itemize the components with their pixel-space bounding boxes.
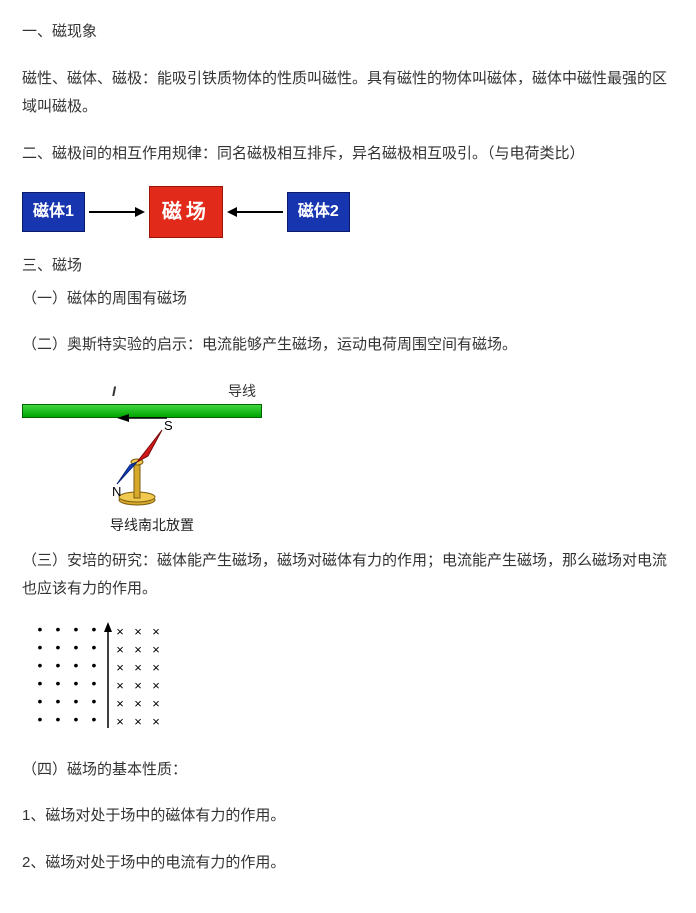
svg-text:×: × (134, 696, 142, 711)
svg-text:×: × (134, 678, 142, 693)
magnet1-box: 磁体1 (22, 192, 85, 232)
current-arrow-icon (117, 406, 167, 435)
svg-text:•: • (56, 711, 61, 727)
svg-text:•: • (74, 622, 79, 637)
svg-text:•: • (38, 657, 43, 673)
field-box: 磁场 (149, 186, 223, 238)
svg-text:•: • (74, 639, 79, 655)
svg-text:•: • (38, 693, 43, 709)
svg-text:×: × (116, 696, 124, 711)
svg-text:•: • (74, 711, 79, 727)
s4-p1: 1、磁场对处于场中的磁体有力的作用。 (22, 802, 674, 831)
svg-text:•: • (56, 693, 61, 709)
s3-sub3: （三）安培的研究：磁体能产生磁场，磁场对磁体有力的作用；电流能产生磁场，那么磁场… (22, 547, 674, 604)
s3-sub2: （二）奥斯特实验的启示：电流能够产生磁场，运动电荷周围空间有磁场。 (22, 331, 674, 360)
diagram-magnets: 磁体1 磁场 磁体2 (22, 186, 674, 238)
svg-text:×: × (116, 624, 124, 639)
n-pole-label: N (112, 484, 121, 499)
s3-heading: 三、磁场 (22, 252, 674, 281)
svg-text:×: × (134, 624, 142, 639)
svg-text:•: • (92, 622, 97, 637)
s1-heading: 一、磁现象 (22, 18, 674, 47)
s2-heading: 二、磁极间的相互作用规律：同名磁极相互排斥，异名磁极相互吸引。（与电荷类比） (22, 140, 674, 169)
svg-text:•: • (56, 657, 61, 673)
arrow-left-group (89, 203, 145, 221)
diagram-oersted: I 导线 S N 导线南北放置 (22, 378, 262, 539)
svg-text:•: • (74, 675, 79, 691)
svg-text:•: • (74, 693, 79, 709)
svg-text:×: × (152, 678, 160, 693)
s1-body: 磁性、磁体、磁极：能吸引铁质物体的性质叫磁性。具有磁性的物体叫磁体，磁体中磁性最… (22, 65, 674, 122)
svg-text:•: • (92, 711, 97, 727)
svg-text:×: × (152, 624, 160, 639)
svg-text:×: × (116, 660, 124, 675)
svg-text:×: × (134, 642, 142, 657)
s4-p2: 2、磁场对处于场中的电流有力的作用。 (22, 849, 674, 878)
svg-text:•: • (92, 693, 97, 709)
svg-text:×: × (134, 660, 142, 675)
s4-heading: （四）磁场的基本性质： (22, 756, 674, 785)
svg-text:×: × (116, 678, 124, 693)
svg-text:•: • (92, 675, 97, 691)
svg-text:•: • (38, 639, 43, 655)
svg-text:×: × (152, 642, 160, 657)
arrow-right-group (227, 203, 283, 221)
svg-text:•: • (38, 622, 43, 637)
svg-text:•: • (56, 639, 61, 655)
magnet2-box: 磁体2 (287, 192, 350, 232)
dg2-caption: 导线南北放置 (42, 512, 262, 539)
svg-text:•: • (92, 639, 97, 655)
svg-text:•: • (38, 675, 43, 691)
svg-text:•: • (38, 711, 43, 727)
svg-text:×: × (152, 660, 160, 675)
svg-text:•: • (92, 657, 97, 673)
diagram-field-dots-crosses: • • • • • • • • • • • • • • • • • • • • • • • • × × × × × × × × × × × × × × × ×… (30, 622, 674, 742)
svg-text:•: • (56, 675, 61, 691)
svg-text:×: × (152, 714, 160, 729)
wire-bar (22, 404, 262, 418)
svg-text:•: • (56, 622, 61, 637)
current-label: I (112, 378, 116, 405)
svg-text:×: × (152, 696, 160, 711)
svg-text:×: × (116, 714, 124, 729)
s3-sub1: （一）磁体的周围有磁场 (22, 285, 674, 314)
svg-text:×: × (116, 642, 124, 657)
svg-text:•: • (74, 657, 79, 673)
wire-label: 导线 (228, 378, 256, 405)
svg-text:×: × (134, 714, 142, 729)
